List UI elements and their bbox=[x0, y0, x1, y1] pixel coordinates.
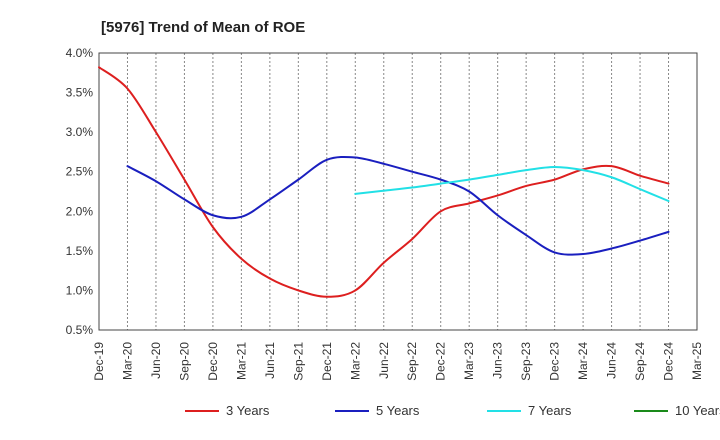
series-line-2 bbox=[126, 155, 670, 256]
x-tick-label: Sep-20 bbox=[177, 342, 191, 381]
y-tick-label: 2.5% bbox=[66, 165, 94, 179]
x-tick-label: Dec-19 bbox=[92, 342, 106, 381]
x-tick-label: Dec-22 bbox=[434, 342, 448, 381]
chart-title: [5976] Trend of Mean of ROE bbox=[101, 19, 305, 36]
x-tick-label: Mar-23 bbox=[462, 342, 476, 380]
x-tick-label: Jun-23 bbox=[491, 342, 505, 379]
x-tick-label: Jun-22 bbox=[377, 342, 391, 379]
series-line-1 bbox=[98, 66, 670, 298]
legend-label: 3 Years bbox=[226, 403, 270, 418]
y-tick-label: 4.0% bbox=[66, 46, 94, 60]
y-tick-label: 1.0% bbox=[66, 283, 94, 297]
x-tick-label: Dec-20 bbox=[206, 342, 220, 381]
legend-label: 5 Years bbox=[376, 403, 420, 418]
legend-label: 7 Years bbox=[528, 403, 572, 418]
x-tick-label: Dec-23 bbox=[548, 342, 562, 381]
x-tick-label: Mar-22 bbox=[348, 342, 362, 380]
x-tick-label: Dec-21 bbox=[320, 342, 334, 381]
legend-label: 10 Years bbox=[675, 403, 720, 418]
x-tick-label: Dec-24 bbox=[662, 342, 676, 381]
x-tick-label: Jun-20 bbox=[149, 342, 163, 379]
x-tick-label: Sep-23 bbox=[519, 342, 533, 381]
series-line-3 bbox=[354, 165, 670, 202]
x-tick-label: Sep-24 bbox=[633, 342, 647, 381]
x-tick-label: Mar-24 bbox=[576, 342, 590, 380]
x-tick-label: Sep-21 bbox=[291, 342, 305, 381]
x-tick-label: Mar-21 bbox=[234, 342, 248, 380]
y-tick-label: 3.5% bbox=[66, 86, 94, 100]
x-tick-label: Jun-21 bbox=[263, 342, 277, 379]
y-tick-label: 2.0% bbox=[66, 204, 94, 218]
y-tick-label: 0.5% bbox=[66, 323, 94, 337]
y-tick-label: 3.0% bbox=[66, 125, 94, 139]
x-tick-label: Jun-24 bbox=[605, 342, 619, 379]
x-tick-label: Sep-22 bbox=[405, 342, 419, 381]
x-tick-label: Mar-25 bbox=[690, 342, 704, 380]
y-tick-label: 1.5% bbox=[66, 244, 94, 258]
plot-frame bbox=[98, 52, 698, 331]
x-tick-label: Mar-20 bbox=[120, 342, 134, 380]
